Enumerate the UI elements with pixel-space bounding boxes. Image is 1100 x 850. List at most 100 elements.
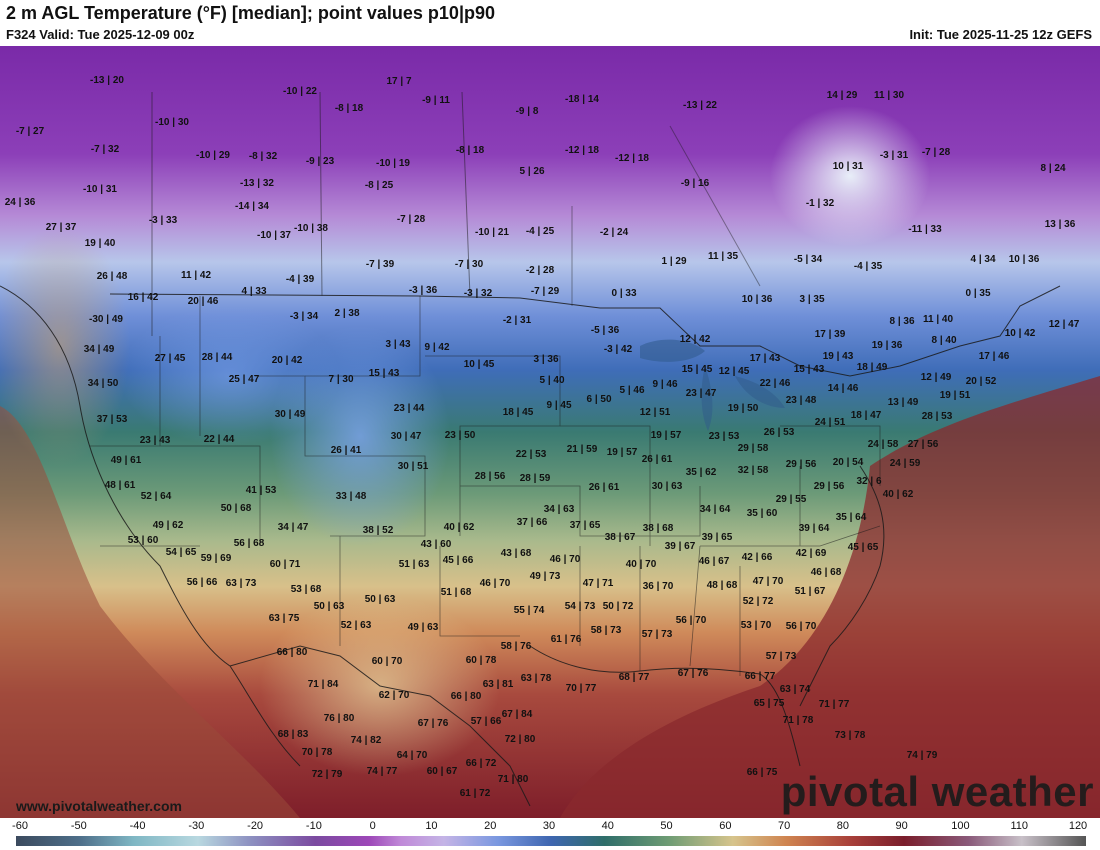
point-value-label: 15 | 43	[368, 368, 400, 379]
point-value-label: 37 | 53	[96, 414, 128, 425]
temperature-map[interactable]: -13 | 20 -10 | 22 -7 | 27 -10 | 30 -7 | 32 -1…	[0, 46, 1100, 818]
point-value-label: -8 | 32	[248, 151, 278, 162]
colorbar-tick-label: 90	[895, 820, 908, 832]
point-value-label: 20 | 52	[965, 376, 997, 387]
point-value-label: 0 | 35	[965, 288, 991, 299]
point-value-label: 65 | 75	[753, 698, 785, 709]
init-time: Init: Tue 2025-11-25 12z GEFS	[909, 27, 1092, 42]
point-value-label: 54 | 65	[165, 547, 197, 558]
point-value-label: 23 | 43	[139, 435, 171, 446]
point-value-label: 56 | 70	[675, 615, 707, 626]
point-value-label: 71 | 84	[307, 679, 339, 690]
point-value-label: 61 | 72	[459, 788, 491, 799]
point-value-label: 47 | 70	[752, 576, 784, 587]
point-value-label: 50 | 68	[220, 503, 252, 514]
point-value-label: 8 | 36	[889, 316, 915, 327]
point-value-label: 70 | 77	[565, 683, 597, 694]
point-value-label: 30 | 47	[390, 431, 422, 442]
point-value-label: 60 | 67	[426, 766, 458, 777]
point-value-label: 11 | 30	[873, 90, 905, 101]
point-value-label: 58 | 73	[590, 625, 622, 636]
point-value-label: -10 | 21	[475, 227, 509, 238]
point-value-label: 14 | 46	[827, 383, 859, 394]
point-value-label: 23 | 48	[785, 395, 817, 406]
point-value-label: 26 | 48	[96, 271, 128, 282]
point-value-label: 53 | 68	[290, 584, 322, 595]
point-value-label: 35 | 60	[746, 508, 778, 519]
point-value-label: -12 | 18	[615, 153, 649, 164]
point-value-label: 19 | 36	[871, 340, 903, 351]
point-value-label: 34 | 64	[699, 504, 731, 515]
point-value-label: 11 | 35	[707, 251, 739, 262]
point-value-label: 28 | 44	[201, 352, 233, 363]
point-value-label: -10 | 31	[83, 184, 117, 195]
point-value-label: 66 | 80	[276, 647, 308, 658]
point-value-label: 38 | 52	[362, 525, 394, 536]
point-value-label: 33 | 48	[335, 491, 367, 502]
point-value-label: 7 | 30	[328, 374, 354, 385]
valid-time: F324 Valid: Tue 2025-12-09 00z	[6, 27, 195, 42]
point-value-label: 46 | 70	[479, 578, 511, 589]
point-value-label: 51 | 68	[440, 587, 472, 598]
point-value-label: 57 | 73	[765, 651, 797, 662]
point-value-label: 56 | 66	[186, 577, 218, 588]
point-value-label: 52 | 72	[742, 596, 774, 607]
point-value-label: 59 | 69	[200, 553, 232, 564]
point-value-label: -3 | 33	[148, 215, 178, 226]
point-value-label: -10 | 37	[257, 230, 291, 241]
point-value-label: 43 | 60	[420, 539, 452, 550]
point-value-label: 10 | 36	[741, 294, 773, 305]
point-value-label: -7 | 27	[15, 126, 45, 137]
point-value-label: -8 | 18	[455, 145, 485, 156]
point-value-label: -2 | 24	[599, 227, 629, 238]
website-url[interactable]: www.pivotalweather.com	[16, 798, 182, 814]
point-value-label: -11 | 33	[908, 224, 942, 235]
point-value-label: 66 | 72	[465, 758, 497, 769]
point-value-label: 48 | 68	[706, 580, 738, 591]
point-value-label: 68 | 83	[277, 729, 309, 740]
point-value-label: -7 | 29	[530, 286, 560, 297]
point-value-label: 49 | 73	[529, 571, 561, 582]
map-field	[0, 46, 1100, 818]
point-value-label: -3 | 34	[289, 311, 319, 322]
point-value-label: 9 | 46	[652, 379, 678, 390]
colorbar: -60 -50 -40 -30 -20 -10 0 10 20 30 40 50 60 70 80 90 100…	[0, 818, 1100, 850]
colorbar-tick-label: 80	[836, 820, 849, 832]
point-value-label: 10 | 31	[832, 161, 864, 172]
point-value-label: 71 | 80	[497, 774, 529, 785]
point-value-label: 71 | 78	[782, 715, 814, 726]
point-value-label: 43 | 68	[500, 548, 532, 559]
point-value-label: 18 | 47	[850, 410, 882, 421]
point-value-label: 74 | 82	[350, 735, 382, 746]
point-value-label: 63 | 78	[520, 673, 552, 684]
pivotal-weather-logo: pivotal weather	[780, 768, 1094, 815]
point-value-label: -10 | 19	[376, 158, 410, 169]
point-value-label: 23 | 44	[393, 403, 425, 414]
point-value-label: 32 | 58	[737, 465, 769, 476]
point-value-label: 12 | 51	[639, 407, 671, 418]
point-value-label: 19 | 51	[939, 390, 971, 401]
point-value-label: 18 | 49	[856, 362, 888, 373]
point-value-label: -10 | 30	[155, 117, 189, 128]
point-value-label: 34 | 50	[87, 378, 119, 389]
point-value-label: 63 | 74	[779, 684, 811, 695]
point-value-label: -7 | 39	[365, 259, 395, 270]
point-value-label: 61 | 76	[550, 634, 582, 645]
point-value-label: 56 | 70	[785, 621, 817, 632]
point-value-label: 41 | 53	[245, 485, 277, 496]
point-value-label: -5 | 36	[590, 325, 620, 336]
header: 2 m AGL Temperature (°F) [median]; point…	[0, 0, 1100, 46]
point-value-label: -7 | 30	[454, 259, 484, 270]
point-value-label: 47 | 71	[582, 578, 614, 589]
point-value-label: 51 | 63	[398, 559, 430, 570]
point-value-label: -7 | 28	[921, 147, 951, 158]
point-value-label: 66 | 80	[450, 691, 482, 702]
point-value-label: 1 | 29	[661, 256, 687, 267]
point-value-label: -9 | 11	[422, 95, 450, 106]
point-value-label: 45 | 66	[442, 555, 474, 566]
point-value-label: 74 | 77	[366, 766, 398, 777]
point-value-label: 74 | 79	[906, 750, 938, 761]
point-value-label: 39 | 65	[701, 532, 733, 543]
colorbar-tick-label: -20	[247, 820, 264, 832]
point-value-label: -1 | 32	[805, 198, 835, 209]
